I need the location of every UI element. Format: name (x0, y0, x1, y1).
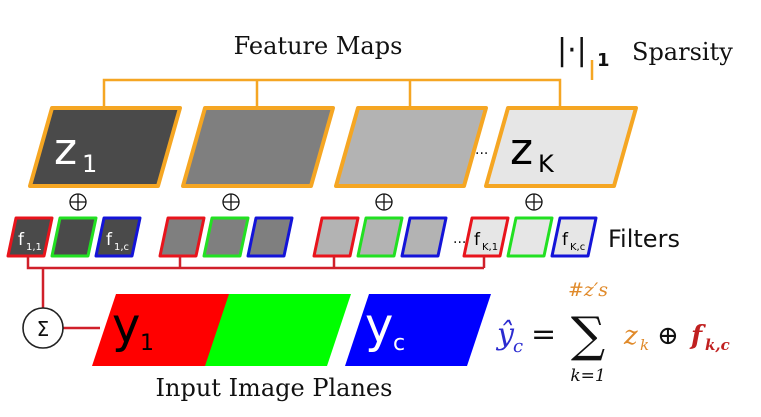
equation-f: f (689, 321, 706, 351)
connector-line (102, 60, 594, 110)
equation-sum-upper: #z′s (568, 279, 608, 301)
sparsity-norm: |·| (557, 33, 587, 68)
filter-shape (6, 216, 54, 258)
sparsity-label: |·| 1 Sparsity (557, 33, 733, 71)
input-plane-shape (345, 294, 491, 366)
input-plane-label: y (112, 298, 140, 354)
filter-label: f (106, 230, 113, 250)
feature-map-3 (334, 106, 488, 188)
filter-1-1: f 1,1 (6, 216, 54, 258)
filter-4-2 (506, 216, 554, 258)
filter-2-1 (158, 216, 206, 258)
filter-shape (312, 216, 360, 258)
filter-3-3 (400, 216, 448, 258)
filter-4-1: f K,1 (462, 216, 510, 258)
filter-shape (400, 216, 448, 258)
filter-2-3 (246, 216, 294, 258)
feature-map-subscript: K (538, 150, 555, 178)
filter-3-1 (312, 216, 360, 258)
feature-map-shape (334, 106, 488, 188)
filter-1-3: f 1,c (94, 216, 142, 258)
filters-ellipsis: ... (453, 231, 466, 247)
equation-z-subscript: k (640, 336, 649, 354)
filter-group-2 (158, 216, 294, 258)
filter-shape (158, 216, 206, 258)
feature-map-label: z (54, 124, 77, 175)
equation-f-subscript: k,c (705, 336, 730, 354)
equation-lhs-subscript: c (513, 336, 523, 357)
filter-label: f (18, 230, 25, 250)
input-plane-shape (205, 294, 351, 366)
sparsity-norm-subscript: 1 (597, 50, 610, 71)
filter-1-2 (50, 216, 98, 258)
convolution-symbols (69, 193, 543, 211)
feature-map-label: z (510, 124, 533, 175)
filter-shape (246, 216, 294, 258)
filter-shape (506, 216, 554, 258)
filter-sum-connector (26, 256, 486, 330)
sparsity-text: Sparsity (632, 38, 733, 66)
filter-subscript: K,1 (482, 242, 498, 253)
input-plane-label: y (365, 298, 393, 354)
filter-shape (50, 216, 98, 258)
sum-symbol: Σ (37, 317, 50, 341)
feature-map-shape (181, 106, 335, 188)
filter-shape (550, 216, 598, 258)
filter-label: f (562, 230, 569, 250)
filter-group-4: f K,1 f K,c (462, 216, 598, 258)
oplus-symbol (375, 193, 393, 211)
filter-2-2 (202, 216, 250, 258)
equation-oplus: ⊕ (657, 321, 679, 351)
equation-lhs: ŷ (495, 317, 515, 352)
equation-z: z (623, 321, 638, 351)
filters-row: f 1,1 f 1,c f K,1 f K,c (6, 216, 598, 258)
feature-map-subscript: 1 (82, 150, 97, 178)
feature-map-shape (484, 106, 638, 188)
equation: ŷ c = #z′s ∑ k=1 z k ⊕ f k,c (495, 279, 730, 386)
oplus-symbol (69, 193, 87, 211)
oplus-symbol (525, 193, 543, 211)
filter-shape (202, 216, 250, 258)
filter-shape (94, 216, 142, 258)
filters-label: Filters (608, 225, 680, 253)
input-plane-subscript: 1 (140, 331, 154, 356)
filter-3-2 (356, 216, 404, 258)
filter-group-1: f 1,1 f 1,c (6, 216, 142, 258)
input-plane-subscript: c (393, 331, 405, 356)
filter-shape (356, 216, 404, 258)
filter-subscript: 1,c (114, 242, 129, 253)
feature-map-2 (181, 106, 335, 188)
feature-map-connector (102, 60, 594, 110)
filter-group-3 (312, 216, 448, 258)
red-wire (26, 256, 486, 330)
input-plane-2 (205, 294, 351, 366)
filter-label: f (474, 230, 481, 250)
equation-sum-sign: ∑ (571, 307, 605, 363)
equation-equals: = (531, 317, 556, 352)
sum-circle (22, 307, 64, 349)
filter-subscript: 1,1 (26, 242, 42, 253)
feature-maps-ellipsis: ... (475, 142, 488, 158)
feature-maps-title: Feature Maps (234, 32, 403, 60)
filter-subscript: K,c (570, 242, 585, 253)
equation-sum-lower: k=1 (570, 366, 605, 386)
input-planes-label: Input Image Planes (156, 374, 393, 402)
oplus-symbol (222, 193, 240, 211)
sum-node: Σ (22, 307, 64, 349)
filter-shape (462, 216, 510, 258)
feature-map-shape (28, 106, 182, 188)
input-plane-shape (92, 294, 238, 366)
filter-4-3: f K,c (550, 216, 598, 258)
